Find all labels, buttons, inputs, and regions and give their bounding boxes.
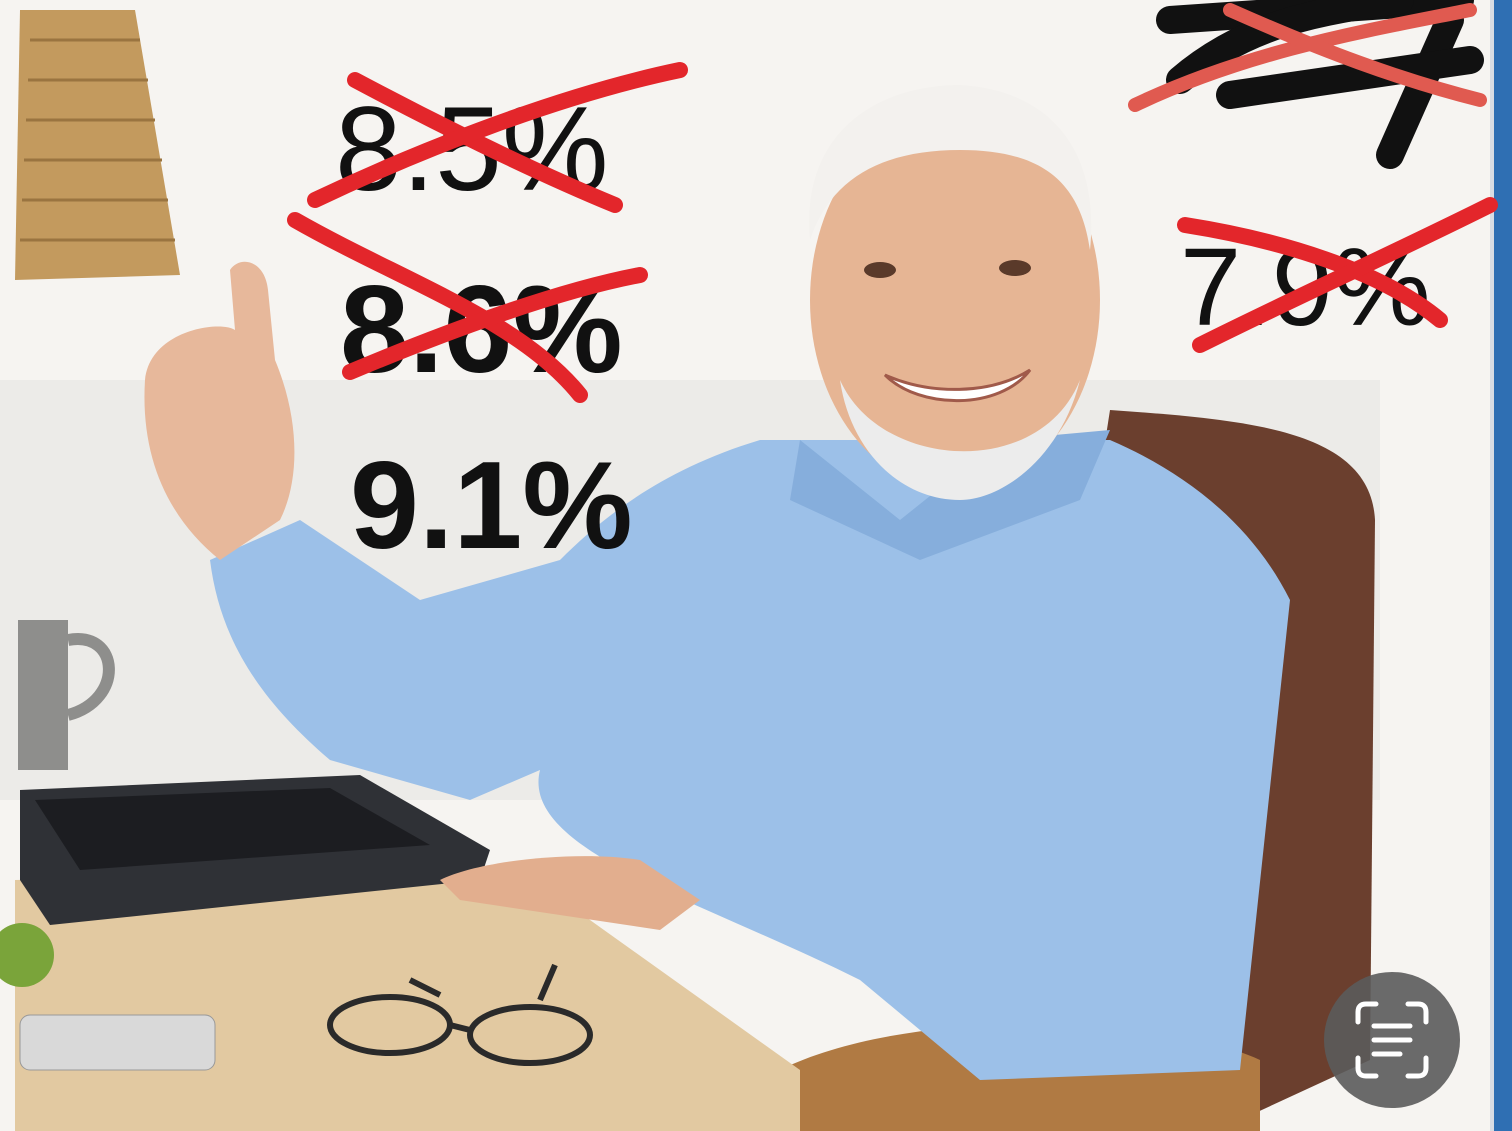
meme-screenshot: 8.5% 8.6% 9.1% 7.9% xyxy=(0,0,1512,1131)
window-edge-border xyxy=(1490,0,1494,1131)
mug xyxy=(18,620,68,770)
phone xyxy=(20,1015,215,1070)
eye-left xyxy=(864,262,896,278)
live-text-button[interactable] xyxy=(1324,972,1460,1108)
window-edge xyxy=(1494,0,1512,1131)
current-rate: 9.1% xyxy=(350,437,633,575)
eye-right xyxy=(999,260,1031,276)
